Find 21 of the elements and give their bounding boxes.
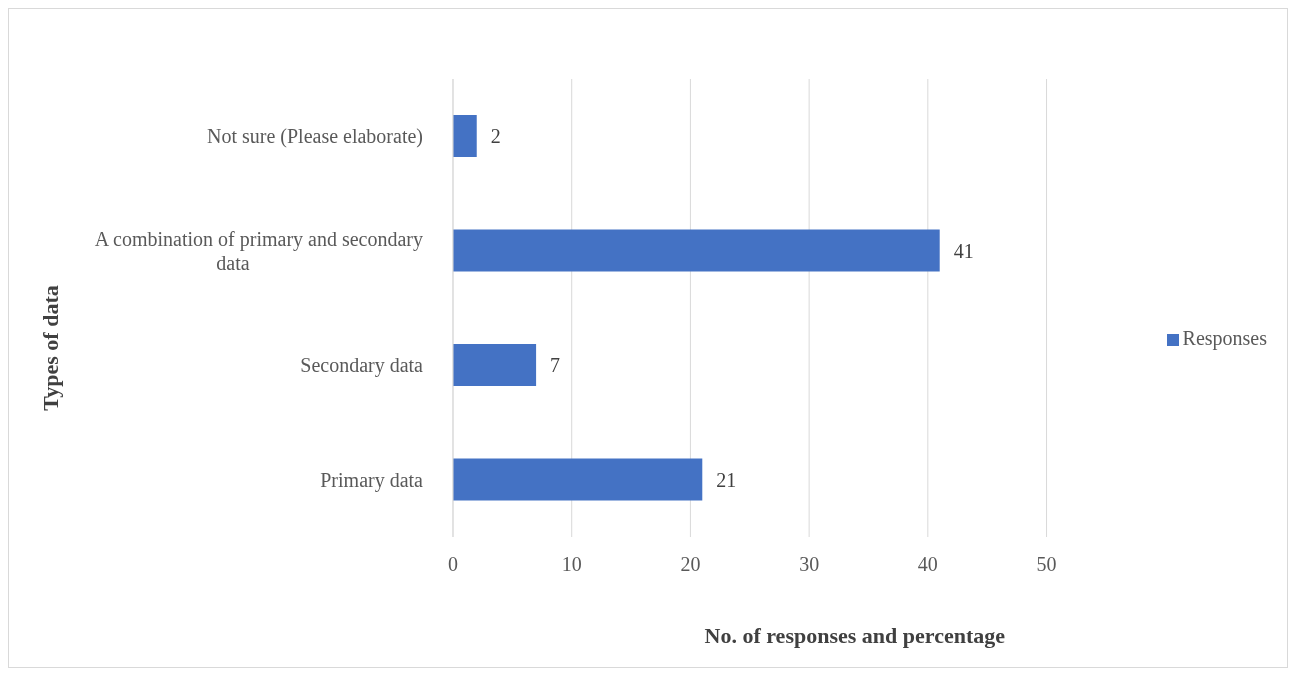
x-tick-label: 50 bbox=[1036, 553, 1057, 576]
y-axis-title: Types of data bbox=[37, 285, 63, 411]
data-label: 21 bbox=[716, 468, 737, 491]
bar bbox=[453, 115, 477, 157]
y-tick-label: Secondary data bbox=[300, 354, 424, 378]
x-tick-label: 40 bbox=[917, 553, 938, 576]
x-tick-label: 10 bbox=[561, 553, 582, 576]
x-axis-title: No. of responses and percentage bbox=[704, 623, 1006, 648]
y-tick-label: Primary data bbox=[320, 468, 424, 492]
data-label: 7 bbox=[550, 354, 561, 377]
legend-label: Responses bbox=[1182, 326, 1267, 349]
bar bbox=[453, 344, 537, 386]
x-tick-label: 20 bbox=[680, 553, 701, 576]
y-tick-label: A combination of primary and secondary data bbox=[94, 227, 423, 274]
x-tick-label: 0 bbox=[448, 553, 458, 576]
data-label: 41 bbox=[953, 239, 974, 262]
bar bbox=[453, 229, 940, 272]
x-tick-label: 30 bbox=[799, 553, 820, 576]
y-tick-label: Not sure (Please elaborate) bbox=[206, 125, 423, 149]
bar bbox=[453, 458, 703, 501]
data-label: 2 bbox=[490, 125, 501, 148]
